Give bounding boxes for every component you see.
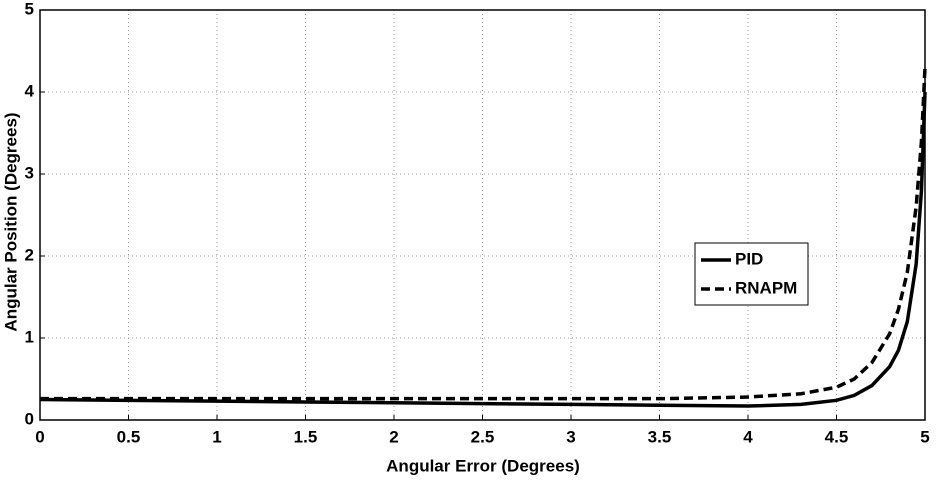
y-axis-label: Angular Position (Degrees) (1, 112, 20, 331)
x-tick-label: 1.5 (294, 427, 318, 446)
x-tick-label: 4 (743, 427, 753, 446)
x-tick-label: 0.5 (117, 427, 141, 446)
x-tick-label: 4.5 (825, 427, 849, 446)
x-tick-label: 2 (389, 427, 398, 446)
y-tick-label: 5 (25, 0, 34, 18)
legend-box (694, 242, 809, 306)
x-tick-label: 0 (35, 427, 44, 446)
y-tick-label: 2 (25, 245, 34, 264)
y-tick-label: 3 (25, 163, 34, 182)
x-tick-label: 3 (566, 427, 575, 446)
y-tick-label: 1 (25, 327, 34, 346)
y-tick-label: 4 (25, 81, 35, 100)
x-tick-label: 5 (920, 427, 929, 446)
series-line (39, 91, 927, 408)
legend-label: PID (735, 249, 763, 268)
x-axis-label: Angular Error (Degrees) (386, 456, 580, 475)
series-line (40, 67, 927, 401)
y-tick-label: 0 (25, 409, 34, 428)
x-tick-label: 1 (212, 427, 221, 446)
plot-frame (39, 9, 926, 421)
x-tick-label: 2.5 (471, 427, 495, 446)
x-tick-label: 3.5 (648, 427, 672, 446)
legend-label: RNAPM (735, 278, 797, 297)
